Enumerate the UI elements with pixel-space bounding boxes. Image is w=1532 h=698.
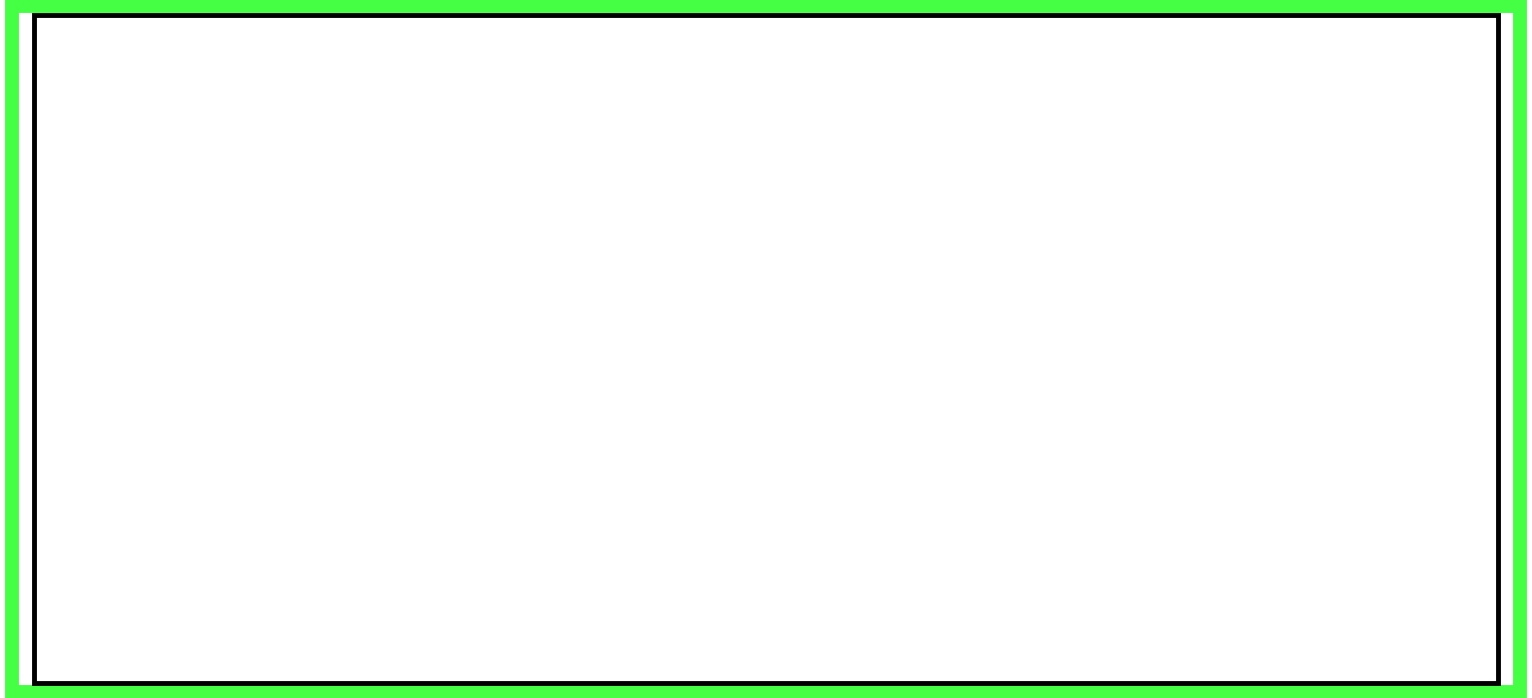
Text: 85: 85 <box>933 556 967 581</box>
Text: Interquartile Range (IQR): Interquartile Range (IQR) <box>250 85 668 113</box>
Text: 95: 95 <box>1331 556 1363 581</box>
Text: 70: 70 <box>339 556 371 581</box>
Bar <box>411 253 1106 412</box>
Text: $\it{Q1}$ = 71: $\it{Q1}$ = 71 <box>411 166 519 191</box>
Text: $\it{Max.}$ = 92: $\it{Max.}$ = 92 <box>1174 272 1302 295</box>
Text: $\it{Q2}$ = 80: $\it{Q2}$ = 80 <box>714 166 823 191</box>
Text: $\it{Min.}$ = 65: $\it{Min.}$ = 65 <box>172 272 296 295</box>
Text: 90: 90 <box>1132 556 1166 581</box>
Text: 75: 75 <box>536 556 570 581</box>
Text: Find the: Find the <box>104 85 250 113</box>
Text: 65: 65 <box>139 556 172 581</box>
Text: 80: 80 <box>735 556 768 581</box>
Text: $\it{Q3}$ = 88.5: $\it{Q3}$ = 88.5 <box>1106 166 1241 191</box>
Text: from looking at our Box Plot:: from looking at our Box Plot: <box>668 85 1154 113</box>
